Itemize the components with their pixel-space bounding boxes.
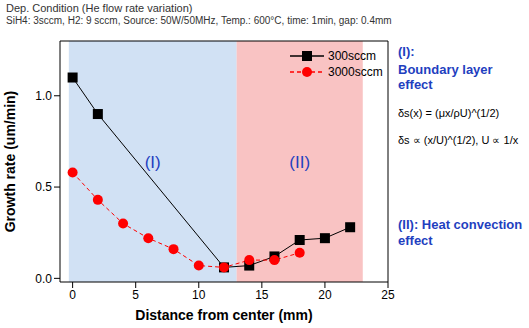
html-text:Dep. Condition (He flow rate v: Dep. Condition (He flow rate variation) (6, 2, 193, 14)
html-text:SiH4: 3sccm, H2: 9 sccm, Sourc: SiH4: 3sccm, H2: 9 sccm, Source: 50W/50M… (6, 15, 392, 26)
svg-text:5: 5 (132, 288, 139, 302)
svg-text:0.5: 0.5 (35, 180, 52, 194)
svg-text:0.0: 0.0 (35, 272, 52, 286)
html-text:3000sccm: 3000sccm (328, 65, 383, 79)
svg-text:20: 20 (318, 288, 332, 302)
svg-text:(II): (II) (289, 153, 310, 172)
html-text:δs ∝ (x/U)^(1/2), U ∝ 1/x: δs ∝ (x/U)^(1/2), U ∝ 1/x (398, 134, 519, 146)
html-text:(II): Heat convection effect: (II): Heat convection effect (398, 217, 523, 248)
html-text:300sccm: 300sccm (328, 49, 376, 63)
svg-text:25: 25 (381, 288, 395, 302)
svg-text:(I): (I) (145, 153, 161, 172)
html-text:Boundary layer effect: Boundary layer effect (398, 61, 493, 93)
svg-text:Growth rate (um/min): Growth rate (um/min) (8, 91, 18, 233)
svg-text:15: 15 (255, 288, 269, 302)
svg-text:0: 0 (69, 288, 76, 302)
svg-text:10: 10 (192, 288, 206, 302)
svg-text:1.0: 1.0 (35, 89, 52, 103)
html-text:(I):: (I): (398, 44, 415, 59)
html-text:δs(x) = (μx/ρU)^(1/2): δs(x) = (μx/ρU)^(1/2) (398, 106, 500, 119)
svg-text:Distance from center (mm): Distance from center (mm) (135, 307, 312, 323)
